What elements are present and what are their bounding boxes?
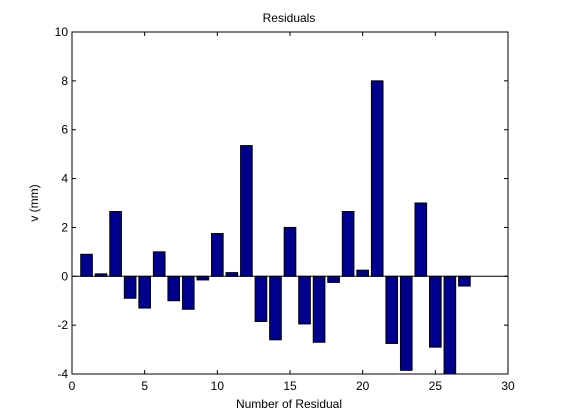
bar-8 (181, 275, 195, 310)
bar-26 (443, 275, 457, 375)
bar-21 (370, 80, 384, 277)
bar-5 (138, 275, 151, 309)
bar-6 (152, 251, 166, 277)
x-tick-label: 15 (283, 379, 297, 393)
plot-area (72, 32, 508, 374)
y-tick-label: 4 (61, 172, 68, 186)
bar-19 (341, 211, 355, 277)
bar-12 (240, 145, 253, 277)
bar-22 (385, 275, 399, 344)
bar-9 (196, 275, 210, 281)
x-tick-label: 5 (141, 379, 148, 393)
bar-16 (298, 275, 311, 325)
bar-13 (254, 275, 268, 322)
bar-17 (312, 275, 326, 343)
y-tick-label: 6 (61, 123, 68, 137)
chart-title: Residuals (263, 11, 316, 25)
x-tick-label: 25 (429, 379, 443, 393)
bar-14 (269, 275, 282, 341)
bar-23 (399, 275, 413, 371)
y-tick-label: 10 (55, 25, 69, 39)
x-axis-ticks: 0 5 10 15 20 25 30 (69, 32, 515, 393)
y-tick-label: 8 (61, 74, 68, 88)
bar-7 (167, 275, 181, 302)
bar-4 (123, 275, 137, 299)
y-tick-label: 0 (61, 269, 68, 283)
bar-18 (327, 275, 340, 283)
bar-25 (429, 275, 442, 348)
y-tick-label: 2 (61, 220, 68, 234)
bar-1 (80, 253, 93, 277)
bar-3 (109, 211, 122, 277)
x-tick-label: 0 (69, 379, 76, 393)
bar-10 (211, 233, 224, 277)
bar-15 (283, 226, 297, 277)
bar-20 (356, 269, 369, 277)
bar-24 (414, 202, 428, 277)
bar-11 (225, 272, 239, 277)
x-tick-label: 10 (211, 379, 225, 393)
x-tick-label: 30 (501, 379, 515, 393)
y-axis-ticks: -4 -2 0 2 4 6 8 10 (55, 25, 508, 381)
x-tick-label: 20 (356, 379, 370, 393)
y-tick-label: -2 (57, 318, 68, 332)
y-axis-label: v (mm) (27, 184, 41, 221)
bar-27 (458, 275, 471, 287)
y-tick-label: -4 (57, 367, 68, 381)
x-axis-label: Number of Residual (236, 397, 342, 411)
